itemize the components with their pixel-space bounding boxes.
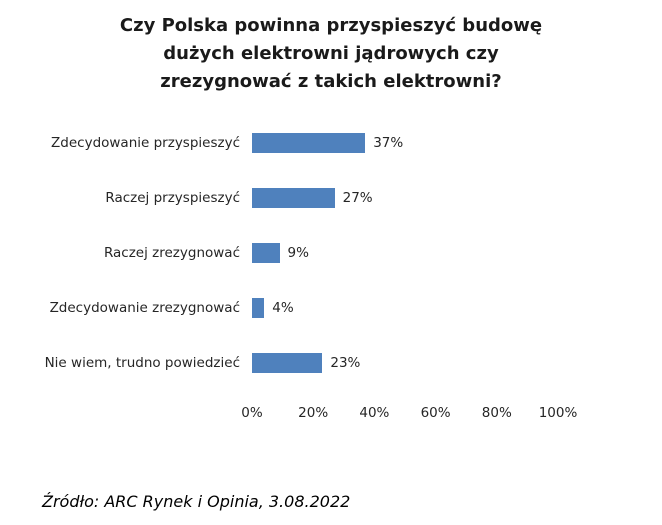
category-label: Nie wiem, trudno powiedzieć — [44, 355, 240, 372]
x-tick-label: 20% — [298, 404, 329, 421]
x-tick-label: 100% — [538, 404, 578, 421]
bar — [252, 188, 335, 209]
bar — [252, 353, 323, 374]
x-tick-label: 40% — [359, 404, 390, 421]
value-label: 4% — [272, 300, 294, 317]
category-label: Zdecydowanie przyspieszyć — [51, 135, 240, 152]
bar-row: Zdecydowanie przyspieszyć 37% — [0, 116, 662, 171]
bar — [252, 243, 280, 264]
value-label: 27% — [342, 190, 373, 207]
bar-row: Raczej zrezygnować 9% — [0, 226, 662, 281]
chart-title: Czy Polska powinna przyspieszyć budowę d… — [119, 15, 543, 92]
value-label: 9% — [287, 245, 309, 262]
bar-row: Zdecydowanie zrezygnować 4% — [0, 281, 662, 336]
bar — [252, 133, 366, 154]
bar-row: Nie wiem, trudno powiedzieć 23% — [0, 336, 662, 391]
value-label: 23% — [330, 355, 361, 372]
bar-track: 9% — [252, 243, 558, 264]
category-label: Raczej zrezygnować — [103, 245, 240, 262]
source-note: Źródło: ARC Rynek i Opinia, 3.08.2022 — [42, 492, 351, 511]
x-tick-label: 80% — [481, 404, 512, 421]
bar-track: 4% — [252, 298, 558, 319]
bar — [252, 298, 265, 319]
x-tick-label: 0% — [241, 404, 263, 421]
bar-rows: Zdecydowanie przyspieszyć 37% Raczej przys… — [0, 116, 662, 391]
x-tick-label: 60% — [420, 404, 451, 421]
bar-track: 37% — [252, 133, 558, 154]
category-label: Zdecydowanie zrezygnować — [49, 300, 240, 317]
x-axis: 0% 20% 40% 60% 80% 100% — [241, 404, 577, 427]
bar-track: 23% — [252, 353, 558, 374]
category-label: Raczej przyspieszyć — [105, 190, 240, 207]
bar-row: Raczej przyspieszyć 27% — [0, 171, 662, 226]
value-label: 37% — [373, 135, 404, 152]
bar-track: 27% — [252, 188, 558, 209]
